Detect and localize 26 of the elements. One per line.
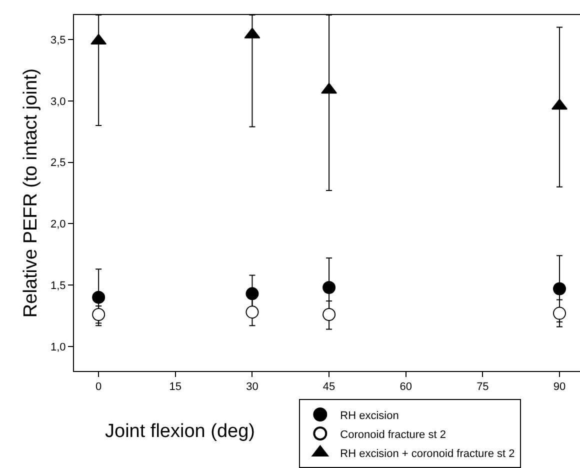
x-tick-label: 45 <box>322 381 336 394</box>
point <box>322 281 336 294</box>
point <box>553 282 566 296</box>
point <box>246 306 259 319</box>
legend-label: RH excision <box>340 410 399 422</box>
x-tick-label: 30 <box>246 381 258 394</box>
x-tick-label: 90 <box>553 381 566 394</box>
x-tick-label: 75 <box>476 381 489 394</box>
x-tick-label: 0 <box>96 381 102 394</box>
point <box>246 287 259 300</box>
x-tick-label: 15 <box>169 381 182 394</box>
legend-label: RH excision + coronoid fracture st 2 <box>340 448 515 460</box>
point <box>322 308 336 322</box>
point <box>92 308 106 322</box>
point <box>92 290 106 304</box>
y-tick-label: 3,0 <box>50 96 66 108</box>
y-tick-label: 1,5 <box>50 280 66 292</box>
y-tick-label: 2,0 <box>50 218 66 231</box>
y-axis-title: Relative PEFR (to intact joint) <box>20 68 42 318</box>
y-tick-label: 3,5 <box>50 34 66 46</box>
y-tick-label: 2,5 <box>50 157 66 170</box>
y-tick-label: 1,0 <box>50 341 66 354</box>
x-tick-label: 60 <box>400 381 412 394</box>
legend-label: Coronoid fracture st 2 <box>340 428 446 441</box>
point <box>553 306 566 320</box>
x-axis-title: Joint flexion (deg) <box>105 421 255 442</box>
